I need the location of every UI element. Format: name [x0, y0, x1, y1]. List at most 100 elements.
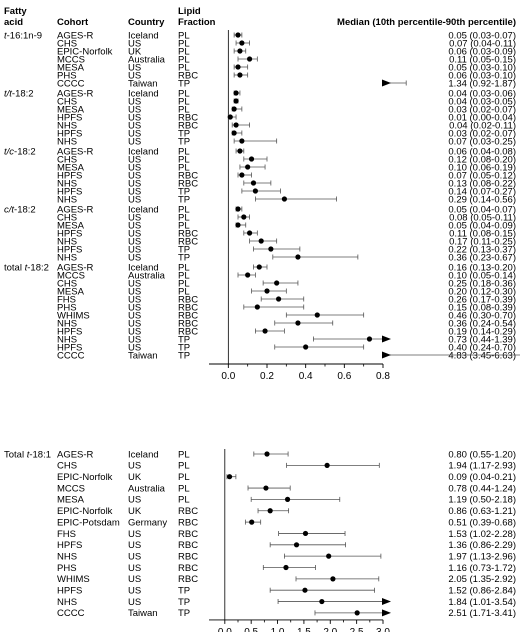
group-label: t-16:1n-9	[4, 30, 42, 41]
median-range-label: 0.06 (0.03-0.10)	[448, 70, 516, 81]
country-label: US	[128, 170, 141, 181]
forest-row: t/c-18:2 AGES-R Iceland PL 0.06 (0.04-0.08)	[4, 146, 516, 157]
group-label: total t-18:2	[4, 262, 49, 273]
median-range-label: 1.53 (1.02-2.28)	[448, 529, 516, 540]
median-range-label: 1.16 (0.73-1.72)	[448, 563, 516, 574]
fraction-label: TP	[178, 194, 190, 205]
fraction-label: RBC	[178, 310, 198, 321]
median-range-label: 0.05 (0.03-0.10)	[448, 62, 516, 73]
fraction-label: PL	[178, 461, 190, 472]
fraction-label: PL	[178, 54, 190, 65]
country-label: Taiwan	[128, 78, 158, 89]
median-range-label: 0.46 (0.30-0.70)	[448, 310, 516, 321]
forest-row: MESA US PL 0.05 (0.03-0.10)	[57, 62, 516, 73]
country-label: US	[128, 278, 141, 289]
median-range-label: 0.17 (0.11-0.25)	[449, 236, 516, 247]
fraction-label: PL	[178, 30, 190, 41]
fraction-label: RBC	[178, 70, 198, 81]
fraction-label: PL	[178, 96, 190, 107]
forest-row: PHS US RBC 0.06 (0.03-0.10)	[57, 70, 516, 81]
median-range-label: 0.06 (0.04-0.08)	[448, 146, 516, 157]
offscale-arrow	[382, 598, 391, 606]
fraction-label: RBC	[178, 294, 198, 305]
forest-row: MESA US PL 1.19 (0.50-2.18)	[57, 495, 516, 506]
header-fatty: Fatty	[4, 6, 27, 17]
forest-row: Total t-18:1 AGES-R Iceland PL 0.80 (0.55-1.…	[4, 449, 516, 460]
fraction-label: PL	[178, 472, 190, 483]
median-range-label: 0.78 (0.44-1.24)	[448, 483, 516, 494]
country-label: Iceland	[128, 449, 159, 460]
country-label: US	[128, 194, 141, 205]
fraction-label: RBC	[178, 563, 198, 574]
x-tick-label: 0.0	[221, 371, 235, 382]
country-label: Taiwan	[128, 608, 158, 619]
cohort-label: MCCS	[57, 270, 85, 281]
median-point	[319, 598, 325, 605]
forest-panel-2: Total t-18:1 AGES-R Iceland PL 0.80 (0.55-1.…	[4, 449, 516, 632]
median-range-label: 0.07 (0.05-0.12)	[448, 170, 516, 181]
cohort-label: MESA	[57, 220, 85, 231]
forest-row: CHS US PL 0.04 (0.03-0.05)	[57, 96, 516, 107]
median-range-label: 0.86 (0.63-1.21)	[448, 506, 516, 517]
country-label: Iceland	[128, 262, 159, 273]
cohort-label: MESA	[57, 162, 85, 173]
fraction-label: PL	[178, 212, 190, 223]
fraction-label: RBC	[178, 170, 198, 181]
country-label: US	[128, 563, 141, 574]
forest-row: FHS US RBC 0.26 (0.17-0.39)	[57, 294, 516, 305]
median-range-label: 0.16 (0.13-0.20)	[448, 262, 516, 273]
cohort-label: MESA	[57, 104, 85, 115]
fraction-label: PL	[178, 162, 190, 173]
cohort-label: CHS	[57, 154, 77, 165]
median-point	[231, 106, 237, 112]
median-point	[247, 56, 253, 62]
forest-row: NHS US RBC 0.04 (0.02-0.11)	[57, 120, 516, 131]
median-range-label: 0.12 (0.08-0.20)	[448, 154, 516, 165]
median-point	[231, 130, 237, 136]
cohort-label: HPFS	[57, 342, 82, 353]
fraction-label: TP	[178, 334, 190, 345]
forest-row: HPFS US RBC 0.19 (0.14-0.29)	[57, 326, 516, 337]
country-label: US	[128, 574, 141, 585]
median-range-label: 0.13 (0.08-0.22)	[448, 178, 516, 189]
fraction-label: RBC	[178, 318, 198, 329]
country-label: US	[128, 120, 141, 131]
forest-row: HPFS US RBC 0.01 (0.00-0.04)	[57, 112, 516, 123]
cohort-label: NHS	[57, 178, 77, 189]
forest-row: CHS US PL 0.08 (0.05-0.11)	[57, 212, 516, 223]
country-label: US	[128, 334, 141, 345]
fraction-label: RBC	[178, 574, 198, 585]
median-point	[264, 451, 270, 457]
forest-row: WHIMS US RBC 0.46 (0.30-0.70)	[57, 310, 516, 321]
median-point	[239, 138, 245, 144]
fraction-label: TP	[178, 597, 190, 608]
country-label: Iceland	[128, 146, 159, 157]
header-cohort: Cohort	[57, 17, 89, 28]
median-point	[354, 610, 360, 616]
forest-row: NHS US RBC 0.36 (0.24-0.54)	[57, 318, 516, 329]
forest-row: HPFS US TP 0.14 (0.07-0.27)	[57, 186, 516, 197]
x-tick-label: 3.0	[376, 627, 390, 632]
median-point	[235, 222, 241, 228]
median-point	[235, 64, 241, 70]
country-label: US	[128, 540, 141, 551]
cohort-label: HPFS	[57, 586, 82, 597]
median-range-label: 1.34 (0.92-1.87)	[448, 78, 516, 89]
country-label: US	[128, 252, 141, 263]
x-tick-label: 0.6	[337, 371, 351, 382]
forest-panel-1: t-16:1n-9 AGES-R Iceland PL 0.05 (0.03-0.07)…	[4, 30, 520, 382]
median-point	[324, 462, 330, 468]
median-point	[263, 485, 269, 491]
forest-row: c/t-18:2 AGES-R Iceland PL 0.05 (0.04-0.07)	[4, 204, 516, 215]
country-label: US	[128, 178, 141, 189]
forest-row: NHS US TP 0.07 (0.03-0.25)	[57, 136, 516, 147]
forest-row: MCCS Australia PL 0.10 (0.05-0.14)	[57, 270, 516, 281]
cohort-label: AGES-R	[57, 262, 94, 273]
cohort-label: CCCC	[57, 78, 85, 89]
median-range-label: 0.07 (0.04-0.11)	[449, 38, 516, 49]
x-tick-label: 0.5	[244, 627, 258, 632]
country-label: US	[128, 236, 141, 247]
forest-panels: t-16:1n-9 AGES-R Iceland PL 0.05 (0.03-0.07)…	[4, 30, 520, 632]
x-tick-label: 0.0	[218, 627, 232, 632]
country-label: US	[128, 162, 141, 173]
